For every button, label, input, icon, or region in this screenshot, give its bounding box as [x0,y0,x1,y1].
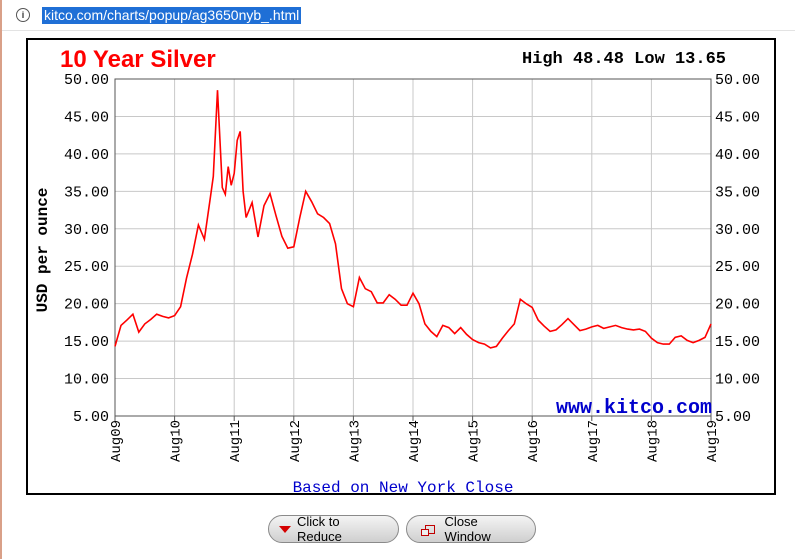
url-text[interactable]: kitco.com/charts/popup/ag3650nyb_.html [42,7,302,24]
y-tick-right: 5.00 [715,409,751,426]
chart-title: 10 Year Silver [60,46,216,73]
x-tick-label: Aug19 [705,420,721,462]
reduce-button[interactable]: Click to Reduce [268,514,399,544]
y-tick-right: 20.00 [715,297,760,314]
y-tick-right: 25.00 [715,259,760,276]
arrow-down-icon [279,525,291,533]
x-tick-label: Aug15 [467,420,483,462]
y-tick-left: 10.00 [64,372,109,389]
y-ticks-right: 5.00 10.00 15.00 20.00 25.00 30.00 35.00 40.00 4… [715,72,760,426]
y-tick-right: 30.00 [715,222,760,239]
y-tick-left: 20.00 [64,297,109,314]
y-tick-right: 40.00 [715,147,760,164]
x-tick-label: Aug14 [407,420,423,462]
y-tick-left: 15.00 [64,334,109,351]
y-tick-right: 50.00 [715,72,760,89]
y-tick-left: 25.00 [64,259,109,276]
high-value: 48.48 [573,50,624,69]
close-window-button[interactable]: Close Window [406,514,536,544]
x-tick-label: Aug17 [586,420,602,462]
info-icon[interactable]: i [16,8,30,22]
x-tick-label: Aug13 [347,420,363,462]
y-tick-right: 45.00 [715,109,760,126]
series-line [114,90,712,349]
y-tick-left: 30.00 [64,222,109,239]
y-tick-left: 5.00 [73,409,109,426]
chart-footer: Based on New York Close [293,479,514,497]
watermark: www.kitco.com [556,397,712,420]
x-tick-label: Aug10 [169,420,185,462]
x-tick-label: Aug16 [526,420,542,462]
y-tick-right: 10.00 [715,372,760,389]
window-icon [421,524,435,536]
low-value: 13.65 [675,50,726,69]
grid-lines [114,78,712,417]
close-window-label: Close Window [444,514,491,544]
reduce-button-label: Click to Reduce [297,514,342,544]
y-ticks-left: 5.00 10.00 15.00 20.00 25.00 30.00 35.00 40.00 4… [64,72,109,426]
y-tick-right: 35.00 [715,184,760,201]
x-tick-label: Aug09 [109,420,125,462]
y-tick-left: 50.00 [64,72,109,89]
y-tick-right: 15.00 [715,334,760,351]
y-tick-left: 35.00 [64,184,109,201]
y-tick-left: 40.00 [64,147,109,164]
silver-chart: 5.00 10.00 15.00 20.00 25.00 30.00 35.00 40.00 4… [34,46,760,497]
low-label: Low [634,50,665,69]
x-ticks: Aug09 Aug10 Aug11 Aug12 Aug13 Aug14 Aug15 Aug16… [109,416,721,462]
high-label: High [522,50,563,69]
x-tick-label: Aug11 [228,420,244,462]
address-bar[interactable]: i kitco.com/charts/popup/ag3650nyb_.html [2,0,795,31]
x-tick-label: Aug18 [645,420,661,462]
y-axis-label: USD per ounce [34,188,52,313]
x-tick-label: Aug12 [288,420,304,462]
y-tick-left: 45.00 [64,109,109,126]
high-low-label: High 48.48 Low 13.65 [522,50,726,69]
